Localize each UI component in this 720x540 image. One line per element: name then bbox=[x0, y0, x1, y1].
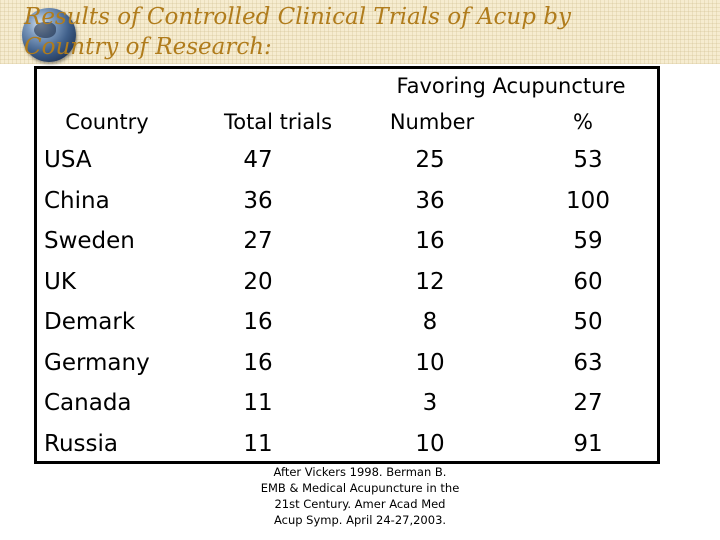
cell-country: China bbox=[44, 187, 110, 214]
cell-country: Sweden bbox=[44, 228, 135, 254]
cell-country: Demark bbox=[44, 309, 136, 335]
cell-favoring-number: 8 bbox=[422, 309, 438, 335]
cell-favoring-number: 3 bbox=[422, 390, 438, 416]
cell-total-trials: 16 bbox=[243, 349, 273, 376]
cell-total-trials: 47 bbox=[243, 147, 273, 173]
cell-favoring-number: 12 bbox=[415, 268, 445, 295]
cell-country: Canada bbox=[44, 390, 132, 416]
cell-total-trials: 11 bbox=[243, 430, 273, 457]
slide-title-line-1: Results of Controlled Clinical Trials of… bbox=[24, 4, 571, 30]
cell-favoring-percent: 100 bbox=[566, 187, 610, 214]
cell-country: Russia bbox=[44, 430, 118, 457]
results-table: Favoring Acupuncture Country Total trial… bbox=[34, 66, 660, 464]
col-header-number: Number bbox=[389, 110, 475, 134]
cell-country: Germany bbox=[44, 349, 150, 376]
cell-country: USA bbox=[44, 147, 92, 173]
col-header-total-trials: Total trials bbox=[223, 110, 333, 134]
cell-favoring-percent: 60 bbox=[573, 268, 603, 295]
group-header-favoring: Favoring Acupuncture bbox=[396, 74, 626, 98]
cell-total-trials: 16 bbox=[243, 309, 273, 335]
title-band: Results of Controlled Clinical Trials of… bbox=[0, 0, 720, 64]
citation-line: 21st Century. Amer Acad Med bbox=[274, 497, 446, 511]
slide-title: Results of Controlled Clinical Trials of… bbox=[24, 2, 664, 62]
cell-favoring-percent: 27 bbox=[573, 390, 603, 416]
cell-favoring-number: 10 bbox=[415, 430, 445, 457]
cell-favoring-number: 10 bbox=[415, 349, 445, 376]
cell-favoring-percent: 91 bbox=[573, 430, 603, 457]
cell-favoring-number: 16 bbox=[415, 228, 445, 254]
cell-total-trials: 36 bbox=[243, 187, 273, 214]
citation-line: After Vickers 1998. Berman B. bbox=[273, 465, 447, 479]
cell-favoring-number: 36 bbox=[415, 187, 445, 214]
cell-favoring-percent: 50 bbox=[573, 309, 603, 335]
cell-total-trials: 20 bbox=[243, 268, 273, 295]
citation-note: After Vickers 1998. Berman B. EMB & Medi… bbox=[240, 464, 480, 528]
col-header-percent: % bbox=[573, 110, 593, 134]
cell-total-trials: 11 bbox=[243, 390, 273, 416]
slide-title-line-2: Country of Research: bbox=[24, 34, 272, 60]
citation-line: EMB & Medical Acupuncture in the bbox=[260, 481, 460, 495]
cell-favoring-number: 25 bbox=[415, 147, 445, 173]
citation-line: Acup Symp. April 24-27,2003. bbox=[273, 513, 447, 527]
cell-favoring-percent: 63 bbox=[573, 349, 603, 376]
cell-country: UK bbox=[44, 268, 76, 295]
cell-favoring-percent: 53 bbox=[573, 147, 603, 173]
cell-favoring-percent: 59 bbox=[573, 228, 603, 254]
col-header-country: Country bbox=[65, 110, 149, 134]
globe-icon bbox=[22, 8, 76, 62]
cell-total-trials: 27 bbox=[243, 228, 273, 254]
